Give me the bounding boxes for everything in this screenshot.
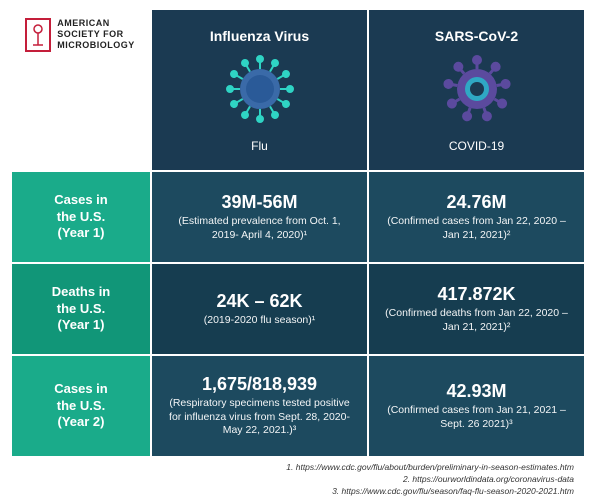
footnote-3: 3. https://www.cdc.gov/flu/season/faq-fl… [0,486,574,498]
logo-line2: SOCIETY FOR [57,29,135,40]
footnote-1: 1. https://www.cdc.gov/flu/about/burden/… [0,462,574,474]
asm-logo-icon [25,18,51,52]
flu-sub: Flu [251,139,268,153]
row-label-text: Cases in the U.S. (Year 2) [54,381,107,432]
covid-cases-y1: 24.76M (Confirmed cases from Jan 22, 202… [369,172,584,262]
note: (Estimated prevalence from Oct. 1, 2019-… [164,215,355,242]
value: 39M-56M [221,192,297,213]
covid-virus-icon [442,54,512,129]
covid-deaths-y1: 417.872K (Confirmed deaths from Jan 22, … [369,264,584,354]
note: (Confirmed cases from Jan 22, 2020 – Jan… [381,215,572,242]
value: 417.872K [437,284,515,305]
header-covid: SARS-CoV-2 [369,10,584,170]
covid-title: SARS-CoV-2 [435,28,518,44]
note: (2019-2020 flu season)¹ [204,314,316,328]
note: (Confirmed deaths from Jan 22, 2020 – Ja… [381,307,572,334]
value: 1,675/818,939 [202,374,317,395]
covid-sub: COVID-19 [449,139,504,153]
logo-line1: AMERICAN [57,18,135,29]
row-label-text: Cases in the U.S. (Year 1) [54,192,107,243]
note: (Respiratory specimens tested positive f… [164,397,355,438]
comparison-grid: AMERICAN SOCIETY FOR MICROBIOLOGY Influe… [0,0,592,456]
logo-line3: MICROBIOLOGY [57,40,135,51]
row-label-cases-y2: Cases in the U.S. (Year 2) [12,356,150,456]
flu-cases-y2: 1,675/818,939 (Respiratory specimens tes… [152,356,367,456]
footnotes: 1. https://www.cdc.gov/flu/about/burden/… [0,456,592,498]
logo-cell: AMERICAN SOCIETY FOR MICROBIOLOGY [12,10,150,170]
flu-virus-icon [225,54,295,129]
note: (Confirmed cases from Jan 21, 2021 – Sep… [381,404,572,431]
covid-cases-y2: 42.93M (Confirmed cases from Jan 21, 202… [369,356,584,456]
value: 24.76M [446,192,506,213]
footnote-2: 2. https://ourworldindata.org/coronaviru… [0,474,574,486]
value: 24K – 62K [216,291,302,312]
row-label-deaths-y1: Deaths in the U.S. (Year 1) [12,264,150,354]
header-flu: Influenza Virus [152,10,367,170]
flu-title: Influenza Virus [210,28,309,44]
row-label-cases-y1: Cases in the U.S. (Year 1) [12,172,150,262]
row-label-text: Deaths in the U.S. (Year 1) [52,284,111,335]
flu-cases-y1: 39M-56M (Estimated prevalence from Oct. … [152,172,367,262]
value: 42.93M [446,381,506,402]
infographic: AMERICAN SOCIETY FOR MICROBIOLOGY Influe… [0,0,592,500]
flu-deaths-y1: 24K – 62K (2019-2020 flu season)¹ [152,264,367,354]
logo-text: AMERICAN SOCIETY FOR MICROBIOLOGY [57,18,135,50]
